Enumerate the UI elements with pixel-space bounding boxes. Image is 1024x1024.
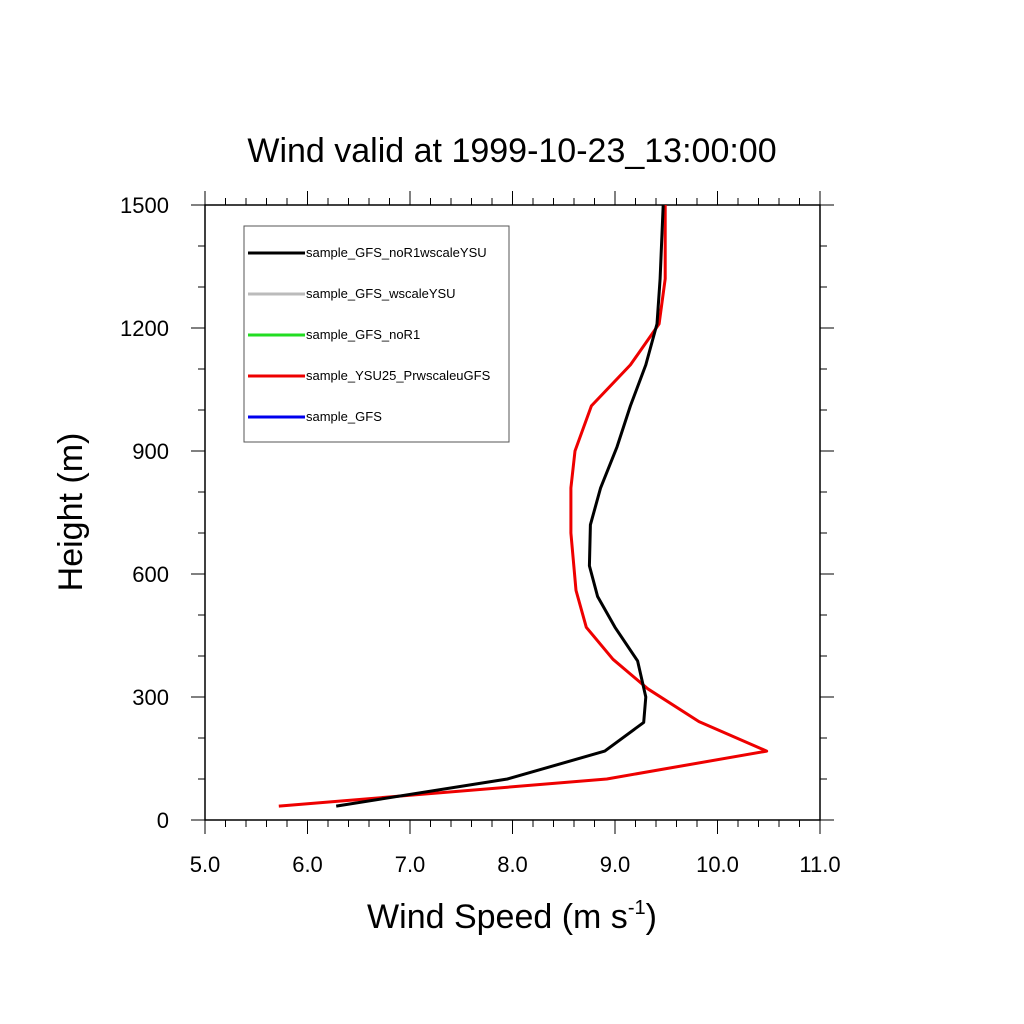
data-lines [278, 204, 769, 808]
y-tick-label: 900 [132, 439, 169, 464]
y-tick-label: 600 [132, 562, 169, 587]
x-tick-label: 10.0 [696, 852, 739, 877]
chart-title: Wind valid at 1999-10-23_13:00:00 [247, 132, 776, 170]
legend-label: sample_GFS_noR1 [306, 327, 420, 342]
series-line-sample-ysu25-prwscaleugfs [278, 205, 769, 808]
y-tick-label: 1500 [120, 193, 169, 218]
axis-ticks [191, 191, 834, 834]
y-tick-label: 1200 [120, 316, 169, 341]
x-tick-label: 7.0 [395, 852, 426, 877]
legend-label: sample_GFS_noR1wscaleYSU [306, 245, 487, 260]
axis-tick-labels: 5.0 6.0 7.0 8.0 9.0 10.0 11.0 0 300 600 900 1200 150… [120, 193, 841, 877]
x-tick-label: 8.0 [497, 852, 528, 877]
x-axis-label: Wind Speed (m s-1) [367, 897, 657, 936]
x-tick-label: 11.0 [799, 852, 840, 877]
series-line-sample-gfs-nor1wscaleysu [335, 204, 665, 808]
legend-label: sample_GFS [306, 409, 382, 424]
legend-label: sample_GFS_wscaleYSU [306, 286, 456, 301]
x-axis-label-superscript: -1 [628, 897, 646, 919]
y-tick-label: 0 [157, 808, 169, 833]
x-tick-label: 6.0 [292, 852, 323, 877]
x-axis-label-main: Wind Speed (m s [367, 898, 628, 936]
x-axis-label-end: ) [646, 898, 657, 936]
x-tick-label: 9.0 [600, 852, 631, 877]
legend: sample_GFS_noR1wscaleYSU sample_GFS_wscal… [243, 225, 510, 443]
x-tick-label: 5.0 [190, 852, 221, 877]
legend-label: sample_YSU25_PrwscaleuGFS [306, 368, 491, 383]
y-tick-label: 300 [132, 685, 169, 710]
y-axis-label: Height (m) [52, 433, 90, 592]
